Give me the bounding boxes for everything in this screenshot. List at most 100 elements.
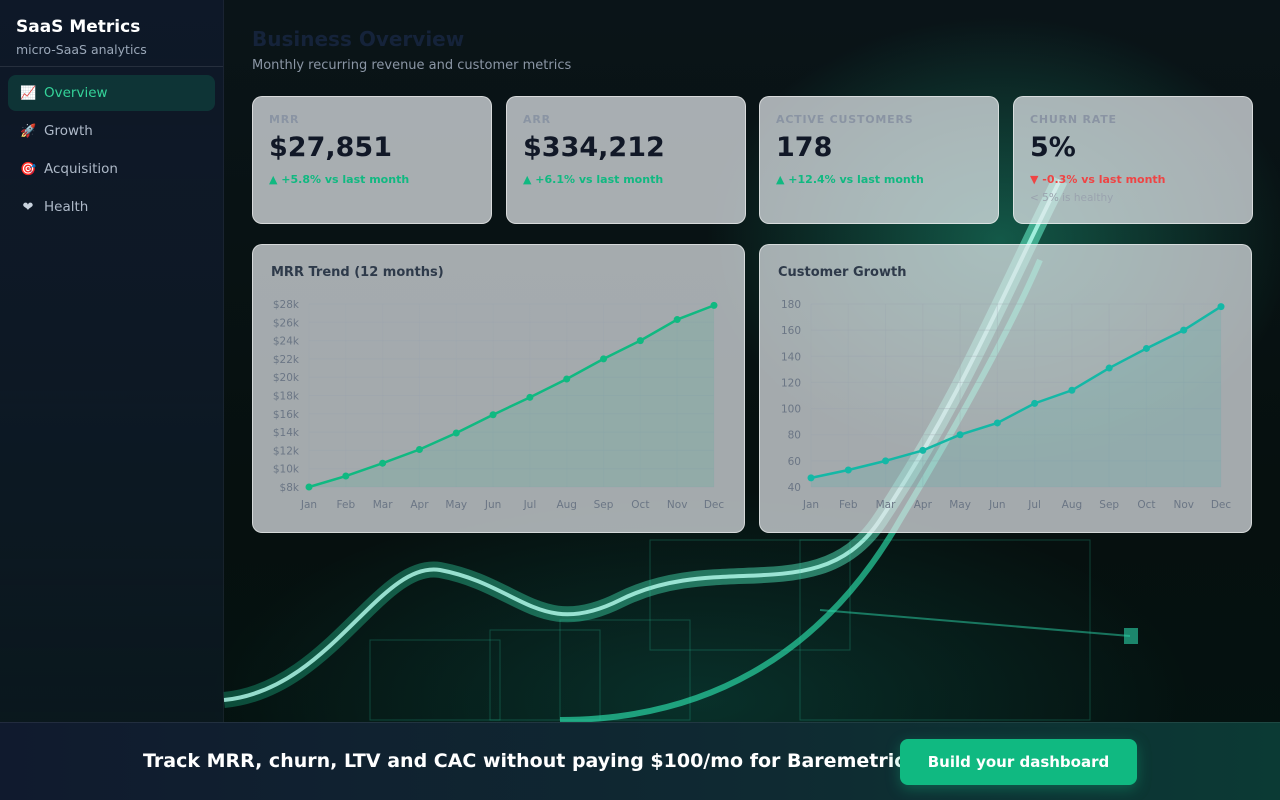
sidebar-item-label: Growth bbox=[44, 123, 93, 139]
series-line bbox=[308, 304, 715, 489]
kpi-label: ARR bbox=[523, 113, 551, 126]
chart-title: MRR Trend (12 months) bbox=[271, 265, 444, 280]
banner-text: Track MRR, churn, LTV and CAC without pa… bbox=[143, 750, 917, 772]
kpi-value: 5% bbox=[1030, 132, 1076, 163]
x-tick-label: Nov bbox=[1173, 499, 1194, 511]
x-tick-label: Jan bbox=[300, 499, 317, 511]
kpi-label: ACTIVE CUSTOMERS bbox=[776, 113, 914, 126]
y-tick-label: $22k bbox=[273, 354, 300, 366]
kpi-delta: ▲ +12.4% vs last month bbox=[776, 173, 924, 186]
data-point bbox=[882, 457, 890, 465]
sidebar-item-health[interactable]: ❤ Health bbox=[8, 189, 215, 225]
y-tick-label: $28k bbox=[273, 299, 300, 311]
heart-icon: ❤ bbox=[22, 199, 34, 215]
data-point bbox=[919, 446, 927, 454]
mrr-trend-chart: $8k $10k $12k $14k $16k $18k $20k $22k $24k $26k $… bbox=[273, 299, 725, 511]
data-point bbox=[379, 459, 387, 467]
chart-card-customer-growth: 40 60 80 100 120 140 160 180 Jan Feb Mar Apr May Jun J… bbox=[759, 244, 1252, 533]
x-tick-label: May bbox=[445, 499, 467, 511]
chart-title: Customer Growth bbox=[778, 265, 907, 280]
sidebar-item-label: Health bbox=[44, 199, 89, 215]
y-tick-label: $26k bbox=[273, 317, 300, 329]
x-tick-label: May bbox=[949, 499, 971, 511]
data-point bbox=[1217, 303, 1225, 311]
rocket-icon: 🚀 bbox=[20, 123, 37, 139]
y-tick-label: $16k bbox=[273, 409, 300, 421]
x-tick-label: Oct bbox=[631, 499, 649, 511]
data-point bbox=[636, 337, 644, 345]
kpi-label: MRR bbox=[269, 113, 300, 126]
data-point bbox=[956, 431, 964, 439]
series-line bbox=[810, 305, 1222, 480]
series-area bbox=[309, 305, 714, 487]
sidebar-item-acquisition[interactable]: 🎯 Acquisition bbox=[8, 151, 215, 187]
x-tick-label: Jan bbox=[802, 499, 819, 511]
kpi-delta: ▲ +6.1% vs last month bbox=[523, 173, 664, 186]
x-tick-label: Dec bbox=[1211, 499, 1232, 511]
x-tick-label: Sep bbox=[1099, 499, 1119, 511]
data-point bbox=[342, 472, 350, 480]
kpi-card-mrr: MRR $27,851 ▲ +5.8% vs last month bbox=[252, 96, 492, 224]
build-dashboard-button[interactable]: Build your dashboard bbox=[900, 739, 1137, 785]
sidebar-item-growth[interactable]: 🚀 Growth bbox=[8, 113, 215, 149]
target-icon: 🎯 bbox=[20, 161, 37, 177]
page-subtitle: Monthly recurring revenue and customer m… bbox=[252, 58, 572, 73]
x-tick-label: Nov bbox=[667, 499, 688, 511]
data-point bbox=[415, 445, 423, 453]
x-tick-label: Jul bbox=[1027, 499, 1041, 511]
kpi-card-active-customers: ACTIVE CUSTOMERS 178 ▲ +12.4% vs last mo… bbox=[759, 96, 999, 224]
y-tick-label: $18k bbox=[273, 391, 300, 403]
x-tick-label: Jun bbox=[484, 499, 501, 511]
y-tick-label: $14k bbox=[273, 427, 300, 439]
chart-card-mrr-trend: $8k $10k $12k $14k $16k $18k $20k $22k $24k $26k $… bbox=[252, 244, 745, 533]
y-tick-label: 80 bbox=[788, 430, 801, 442]
data-point bbox=[1031, 399, 1039, 407]
y-tick-label: $24k bbox=[273, 336, 300, 348]
sidebar-item-label: Acquisition bbox=[44, 161, 118, 177]
chart-increasing-icon: 📈 bbox=[20, 85, 37, 101]
y-tick-label: $10k bbox=[273, 464, 300, 476]
sidebar-nav: 📈 Overview 🚀 Growth 🎯 Acquisition ❤ Health bbox=[0, 67, 223, 235]
x-tick-label: Aug bbox=[1062, 499, 1083, 511]
data-point bbox=[600, 355, 608, 363]
sidebar: SaaS Metrics micro-SaaS analytics 📈 Overv… bbox=[0, 0, 224, 722]
kpi-card-churn-rate: CHURN RATE 5% ▼ -0.3% vs last month < 5%… bbox=[1013, 96, 1253, 224]
series-area bbox=[811, 306, 1221, 487]
promo-banner: Track MRR, churn, LTV and CAC without pa… bbox=[0, 722, 1280, 800]
x-tick-label: Jul bbox=[523, 499, 537, 511]
x-tick-label: Apr bbox=[914, 499, 933, 511]
x-tick-label: Jun bbox=[988, 499, 1005, 511]
brand: SaaS Metrics micro-SaaS analytics bbox=[0, 0, 223, 67]
kpi-delta: ▼ -0.3% vs last month bbox=[1030, 173, 1166, 186]
y-tick-label: 60 bbox=[788, 456, 801, 468]
sidebar-item-overview[interactable]: 📈 Overview bbox=[8, 75, 215, 111]
brand-title: SaaS Metrics bbox=[16, 17, 141, 37]
data-point bbox=[1068, 386, 1076, 394]
kpi-delta: ▲ +5.8% vs last month bbox=[269, 173, 410, 186]
data-point bbox=[1105, 364, 1113, 372]
kpi-card-arr: ARR $334,212 ▲ +6.1% vs last month bbox=[506, 96, 746, 224]
data-point bbox=[710, 301, 718, 309]
kpi-value: 178 bbox=[776, 132, 833, 163]
data-point bbox=[526, 393, 534, 401]
kpi-label: CHURN RATE bbox=[1030, 113, 1117, 126]
data-point bbox=[673, 316, 681, 324]
data-point bbox=[807, 474, 815, 482]
sidebar-item-label: Overview bbox=[44, 85, 108, 101]
data-point bbox=[452, 429, 460, 437]
customer-growth-chart: 40 60 80 100 120 140 160 180 Jan Feb Mar Apr May Jun J… bbox=[781, 299, 1232, 511]
x-tick-label: Mar bbox=[373, 499, 393, 511]
page-title: Business Overview bbox=[252, 27, 465, 51]
kpi-value: $334,212 bbox=[523, 132, 665, 163]
x-tick-label: Feb bbox=[839, 499, 858, 511]
x-tick-label: Dec bbox=[704, 499, 725, 511]
y-tick-label: 160 bbox=[781, 325, 801, 337]
data-point bbox=[1142, 344, 1150, 352]
main-content: Business Overview Monthly recurring reve… bbox=[224, 0, 1280, 722]
data-point bbox=[489, 411, 497, 419]
kpi-value: $27,851 bbox=[269, 132, 392, 163]
x-tick-label: Sep bbox=[594, 499, 614, 511]
y-tick-label: 100 bbox=[781, 404, 801, 416]
y-tick-label: 120 bbox=[781, 377, 801, 389]
kpi-note: < 5% is healthy bbox=[1030, 192, 1114, 204]
